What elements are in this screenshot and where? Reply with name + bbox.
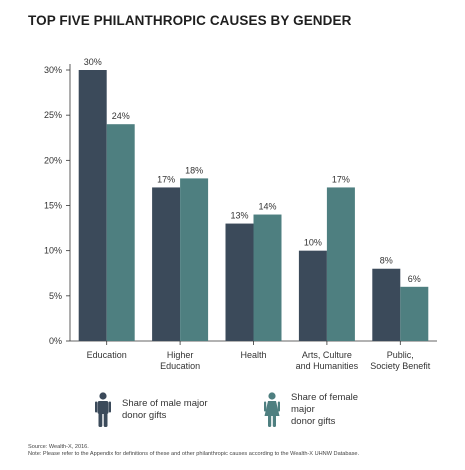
y-tick-label-2: 10% [44,246,62,256]
data-label-male-3: 10% [304,238,322,248]
bar-female-2 [253,214,282,341]
bar-male-3 [298,250,327,341]
category-label-4-0: Public, [387,350,414,360]
y-tick-label-3: 15% [44,201,62,211]
bar-chart: 0% 5% 10% 15% 20% 25% 30% 30% 24% Education 17% 18%… [44,57,437,371]
legend-label-male-line1: Share of male major [122,398,208,409]
bar-male-0 [78,70,107,341]
data-label-female-3: 17% [332,174,350,184]
bar-female-0 [106,124,135,341]
footer: Source: Wealth-X, 2016. Note: Please ref… [28,444,359,458]
category-label-2-0: Health [240,350,266,360]
bar-male-4 [372,268,401,341]
source-note: Source: Wealth-X, 2016. [28,444,89,450]
chart-title: TOP FIVE PHILANTHROPIC CAUSES BY GENDER [28,13,352,28]
y-tick-label-5: 25% [44,110,62,120]
definition-note: Note: Please refer to the Appendix for d… [28,451,360,457]
data-label-female-2: 14% [258,202,276,212]
bar-female-3 [326,187,355,341]
category-label-3-0: Arts, Culture [302,350,352,360]
data-label-female-1: 18% [185,165,203,175]
category-label-0-0: Education [87,350,127,360]
bar-male-2 [225,223,254,341]
data-label-male-2: 13% [230,211,248,221]
y-tick-label-1: 5% [49,291,62,301]
data-label-male-4: 8% [380,256,393,266]
category-label-3-1: and Humanities [296,361,359,371]
legend-label-female-line1: Share of female major [291,392,359,415]
y-tick-label-4: 20% [44,155,62,165]
category-label-1-1: Education [160,361,200,371]
data-label-male-0: 30% [84,57,102,67]
y-tick-label-0: 0% [49,336,62,346]
data-label-female-0: 24% [112,111,130,121]
category-label-4-1: Society Benefit [370,361,431,371]
category-label-1-0: Higher [167,350,194,360]
bar-female-1 [180,178,209,341]
bar-female-4 [400,286,429,341]
female-person-icon [264,392,280,427]
y-tick-label-6: 30% [44,65,62,75]
legend-item-female: Share of female major donor gifts [263,392,383,428]
data-label-male-1: 17% [157,174,175,184]
legend-label-male-line2: donor gifts [122,410,167,421]
data-label-female-4: 6% [408,274,421,284]
legend-item-male: Share of male major donor gifts [94,392,214,428]
legend-label-female-line2: donor gifts [291,416,336,427]
bar-male-1 [152,187,181,341]
male-person-icon [95,392,111,427]
